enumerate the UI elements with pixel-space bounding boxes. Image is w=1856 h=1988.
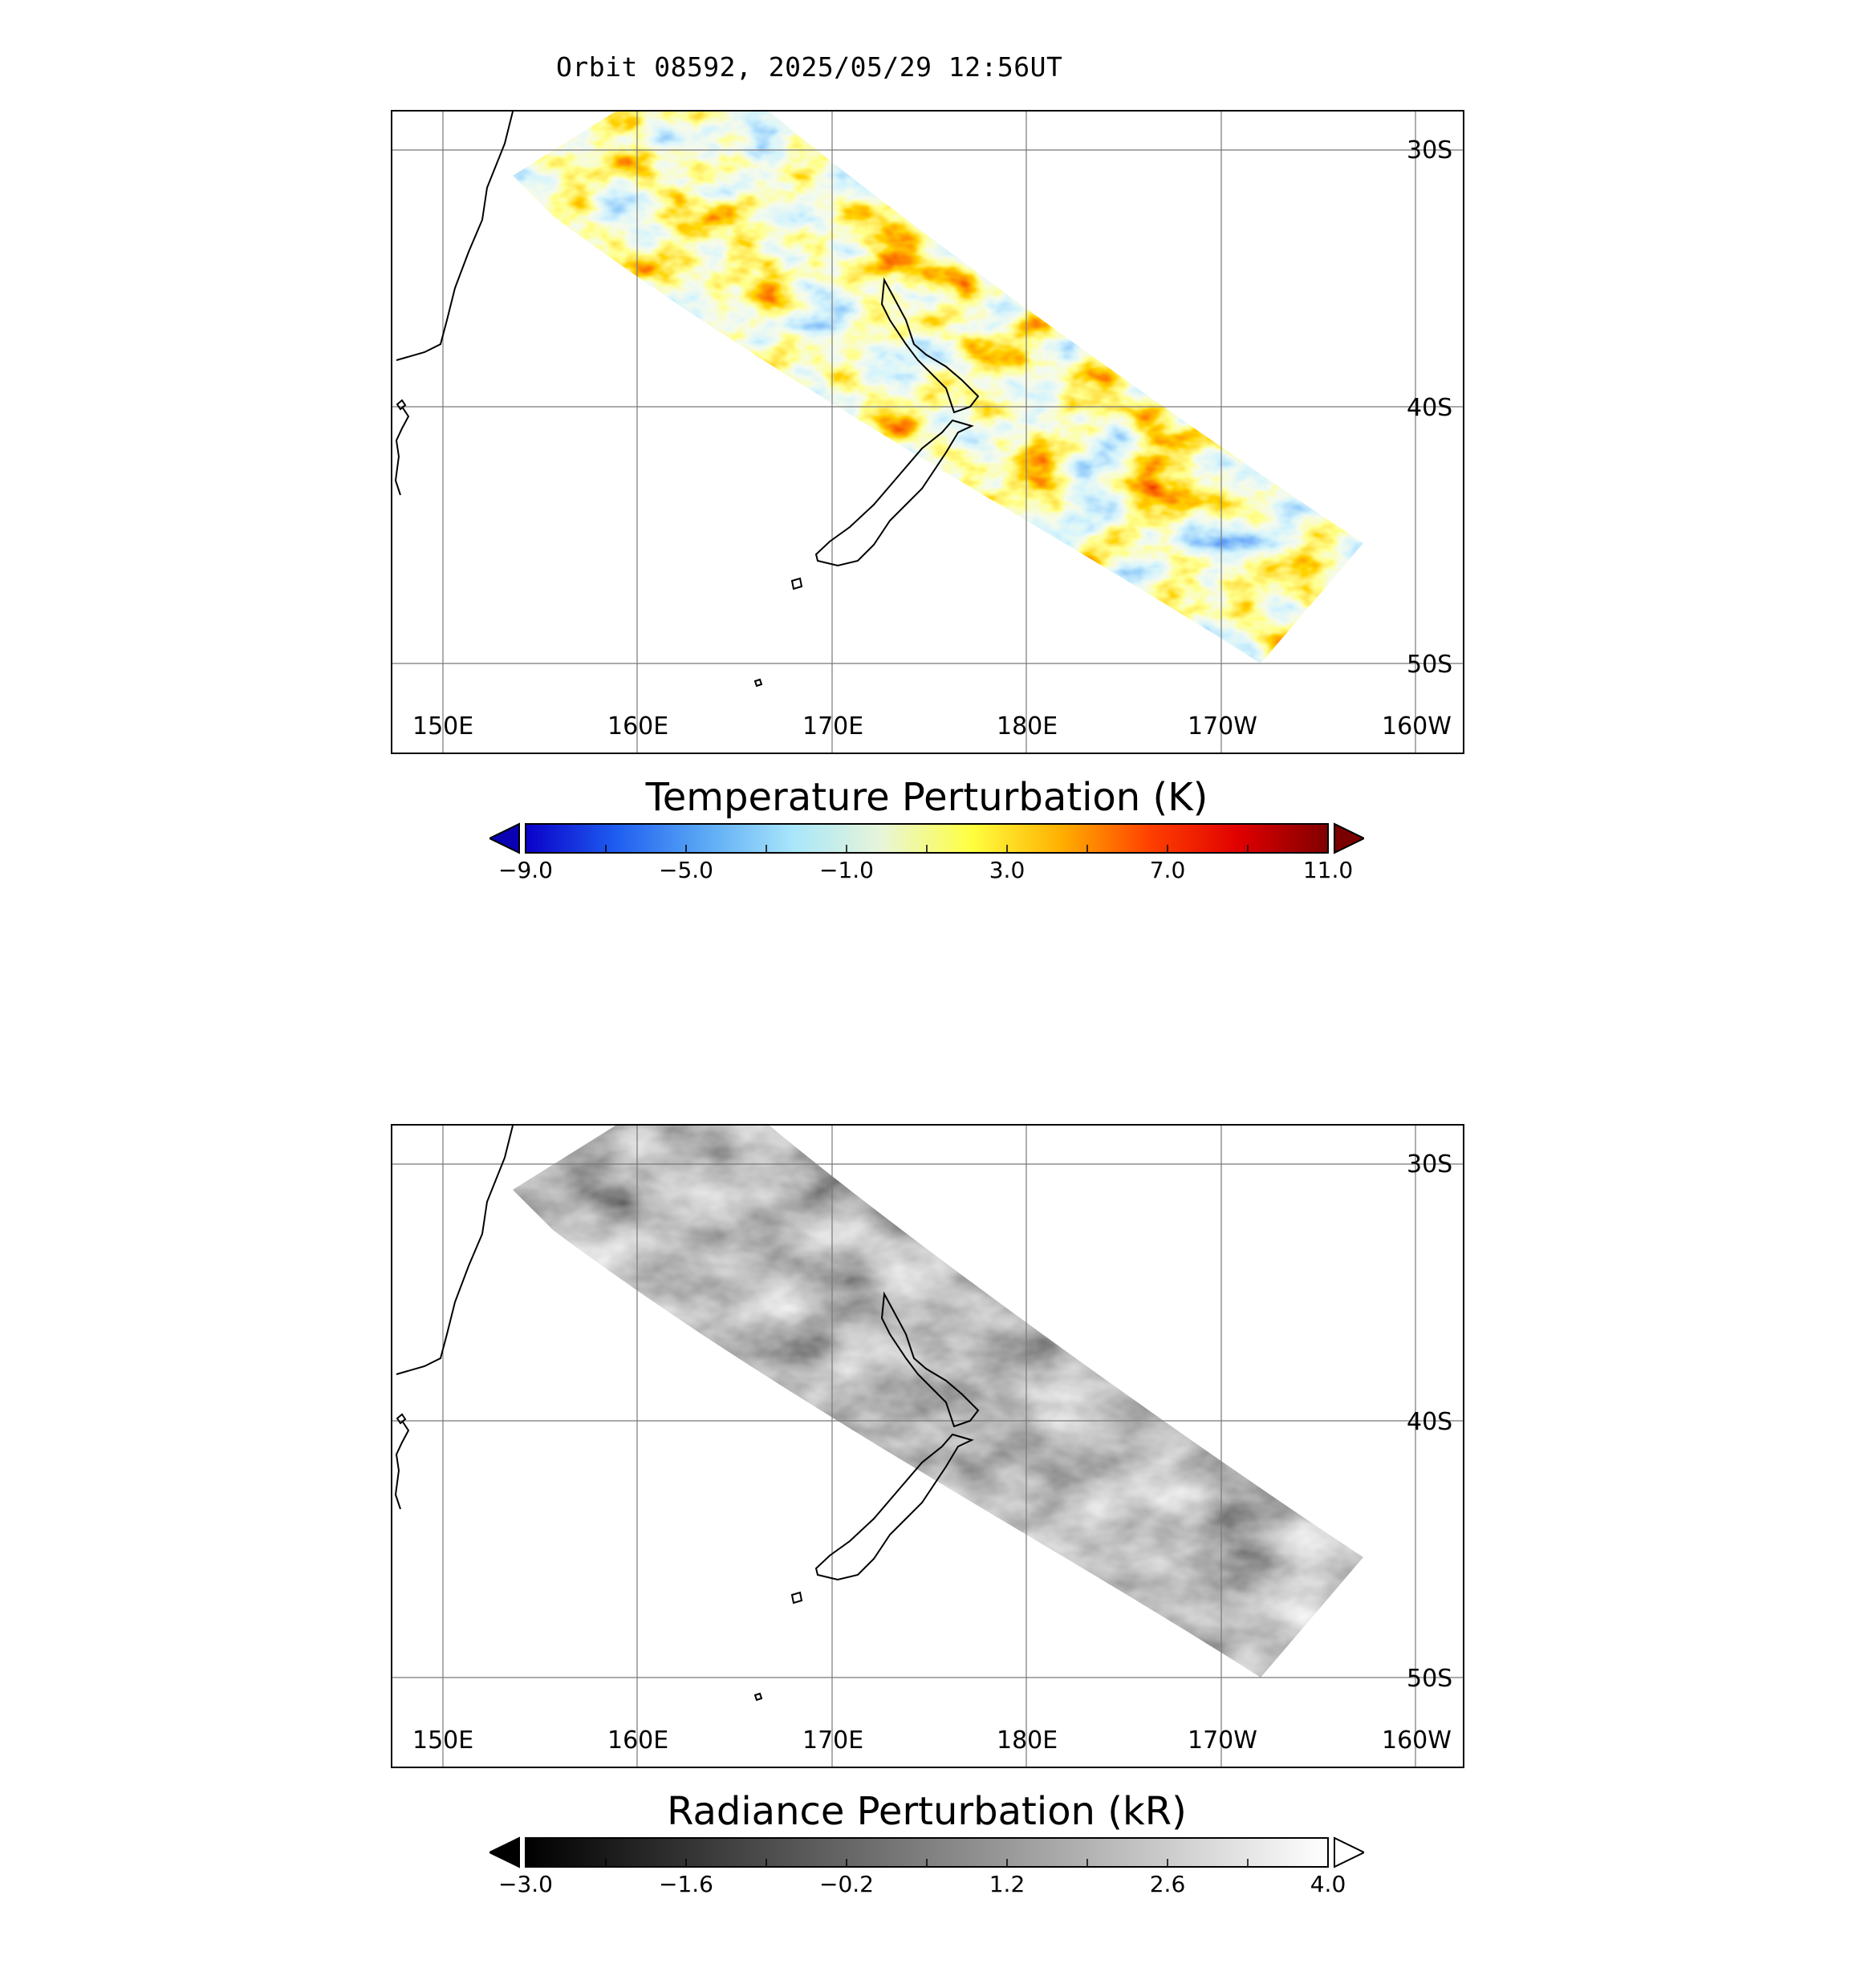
lon-label-150e: 150E: [412, 1726, 474, 1755]
coastline-path: [396, 1126, 514, 1375]
lon-label-160e: 160E: [607, 712, 669, 740]
colorbar-under-arrow: [487, 1836, 520, 1868]
lat-label-30s: 30S: [1407, 1150, 1453, 1179]
map-gridlines: [392, 112, 1463, 753]
colorbar-tick-label: −5.0: [659, 857, 713, 883]
radiance-map-panel: [391, 1124, 1464, 1768]
colorbar-tick-label: 2.6: [1149, 1871, 1186, 1897]
temperature-map-panel: [391, 110, 1464, 754]
lon-label-170w: 170W: [1188, 1726, 1257, 1755]
coastline-path: [790, 577, 803, 590]
coastlines: [394, 112, 980, 688]
coastline-path: [394, 406, 410, 496]
lat-label-50s: 50S: [1407, 651, 1453, 679]
colorbar-tick-label: 7.0: [1149, 857, 1186, 883]
colorbar-tick-label: 11.0: [1302, 857, 1354, 883]
colorbar-title-temperature: Temperature Perturbation (K): [645, 775, 1208, 820]
coastline-path: [753, 1692, 763, 1702]
colorbar-over-arrow: [1334, 822, 1367, 854]
colorbar-tick-label: 4.0: [1310, 1871, 1346, 1897]
coastline-path: [790, 1591, 803, 1605]
lat-label-50s: 50S: [1407, 1665, 1453, 1693]
lat-label-30s: 30S: [1407, 136, 1453, 164]
colorbar-over-arrow: [1334, 1836, 1367, 1868]
temperature-map: [392, 112, 1463, 753]
plot-title: Orbit 08592, 2025/05/29 12:56UT: [556, 51, 1063, 83]
coastline-path: [753, 678, 763, 688]
lon-label-180e: 180E: [997, 1726, 1058, 1755]
radiance-swath: [513, 1126, 1363, 1678]
radiance-map: [392, 1126, 1463, 1767]
lon-label-160w: 160W: [1382, 712, 1452, 740]
colorbar-title-radiance: Radiance Perturbation (kR): [667, 1789, 1187, 1834]
lon-label-170e: 170E: [802, 1726, 864, 1755]
coastline-path: [394, 1420, 410, 1510]
map-gridlines: [392, 1126, 1463, 1767]
colorbar-tick-label: −1.6: [659, 1871, 713, 1897]
colorbar-tick-label: −3.0: [498, 1871, 553, 1897]
coastline-path: [396, 399, 407, 411]
lon-label-170e: 170E: [802, 712, 864, 740]
lat-label-40s: 40S: [1407, 394, 1453, 422]
lon-label-160w: 160W: [1382, 1726, 1452, 1755]
coastline-path: [880, 1291, 980, 1428]
lon-label-170w: 170W: [1188, 712, 1257, 740]
colorbar-under-arrow: [487, 822, 520, 854]
coastlines: [394, 1126, 980, 1702]
colorbar-tick-label: −1.0: [819, 857, 874, 883]
colorbar-radiance: [487, 1836, 1367, 1868]
coastline-path: [814, 419, 974, 567]
lon-label-160e: 160E: [607, 1726, 669, 1755]
coastline-path: [396, 1413, 407, 1425]
colorbar-tick-label: −9.0: [498, 857, 553, 883]
lat-label-40s: 40S: [1407, 1408, 1453, 1436]
coastline-path: [880, 277, 980, 414]
coastline-path: [814, 1433, 974, 1581]
temperature-swath: [513, 112, 1363, 663]
lon-label-150e: 150E: [412, 712, 474, 740]
coastline-path: [396, 112, 514, 361]
lon-label-180e: 180E: [997, 712, 1058, 740]
colorbar-tick-label: 3.0: [989, 857, 1025, 883]
colorbar-temperature: [487, 822, 1367, 854]
colorbar-tick-label: 1.2: [989, 1871, 1025, 1897]
colorbar-tick-label: −0.2: [819, 1871, 874, 1897]
